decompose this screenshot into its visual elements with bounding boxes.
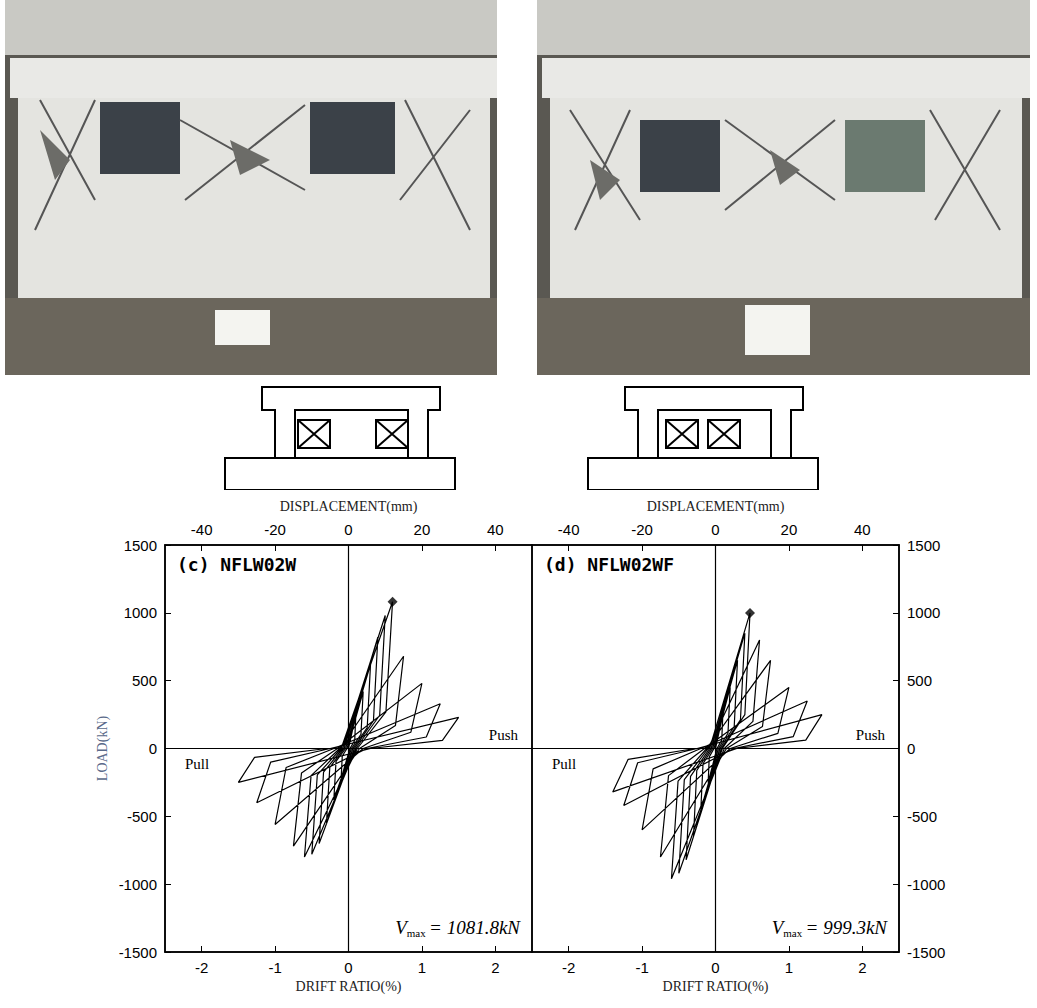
svg-text:20: 20 <box>414 521 431 538</box>
svg-text:40: 40 <box>854 521 871 538</box>
svg-text:-2: -2 <box>562 959 575 976</box>
svg-text:= 999.3kN: = 999.3kN <box>806 917 889 938</box>
svg-text:1: 1 <box>418 959 426 976</box>
svg-text:-40: -40 <box>558 521 580 538</box>
svg-text:DISPLACEMENT(mm): DISPLACEMENT(mm) <box>280 499 418 515</box>
svg-text:Push: Push <box>489 727 519 743</box>
svg-text:20: 20 <box>781 521 798 538</box>
svg-text:-20: -20 <box>631 521 653 538</box>
svg-text:Push: Push <box>856 727 886 743</box>
svg-text:0: 0 <box>711 959 719 976</box>
svg-text:0: 0 <box>149 740 157 757</box>
svg-text:V: V <box>772 917 786 938</box>
svg-text:1500: 1500 <box>124 537 157 554</box>
svg-text:2: 2 <box>491 959 499 976</box>
svg-text:-1000: -1000 <box>907 876 945 893</box>
svg-text:(c) NFLW02W: (c) NFLW02W <box>177 554 296 575</box>
svg-text:-500: -500 <box>127 808 157 825</box>
svg-text:-1000: -1000 <box>119 876 157 893</box>
svg-text:DISPLACEMENT(mm): DISPLACEMENT(mm) <box>647 499 785 515</box>
svg-text:500: 500 <box>907 672 932 689</box>
svg-text:-500: -500 <box>907 808 937 825</box>
svg-text:DRIFT RATIO(%): DRIFT RATIO(%) <box>663 979 769 995</box>
svg-text:500: 500 <box>132 672 157 689</box>
svg-text:-20: -20 <box>264 521 286 538</box>
svg-text:1000: 1000 <box>124 604 157 621</box>
svg-text:LOAD(kN): LOAD(kN) <box>95 716 111 782</box>
svg-text:V: V <box>395 917 409 938</box>
svg-text:2: 2 <box>858 959 866 976</box>
svg-text:-1: -1 <box>268 959 281 976</box>
svg-text:max: max <box>407 927 426 939</box>
svg-text:0: 0 <box>344 521 352 538</box>
svg-text:-1: -1 <box>635 959 648 976</box>
svg-text:-40: -40 <box>191 521 213 538</box>
svg-text:max: max <box>783 927 802 939</box>
svg-text:1500: 1500 <box>907 537 940 554</box>
svg-text:0: 0 <box>711 521 719 538</box>
svg-text:-2: -2 <box>195 959 208 976</box>
svg-text:40: 40 <box>487 521 504 538</box>
svg-text:= 1081.8kN: = 1081.8kN <box>429 917 521 938</box>
svg-text:0: 0 <box>344 959 352 976</box>
svg-text:DRIFT RATIO(%): DRIFT RATIO(%) <box>296 979 402 995</box>
svg-text:Pull: Pull <box>185 756 209 772</box>
svg-text:-1500: -1500 <box>119 944 157 961</box>
svg-text:Pull: Pull <box>552 756 576 772</box>
svg-text:0: 0 <box>907 740 915 757</box>
svg-text:(d) NFLW02WF: (d) NFLW02WF <box>544 554 674 575</box>
svg-text:-1500: -1500 <box>907 944 945 961</box>
svg-text:1: 1 <box>785 959 793 976</box>
svg-text:1000: 1000 <box>907 604 940 621</box>
